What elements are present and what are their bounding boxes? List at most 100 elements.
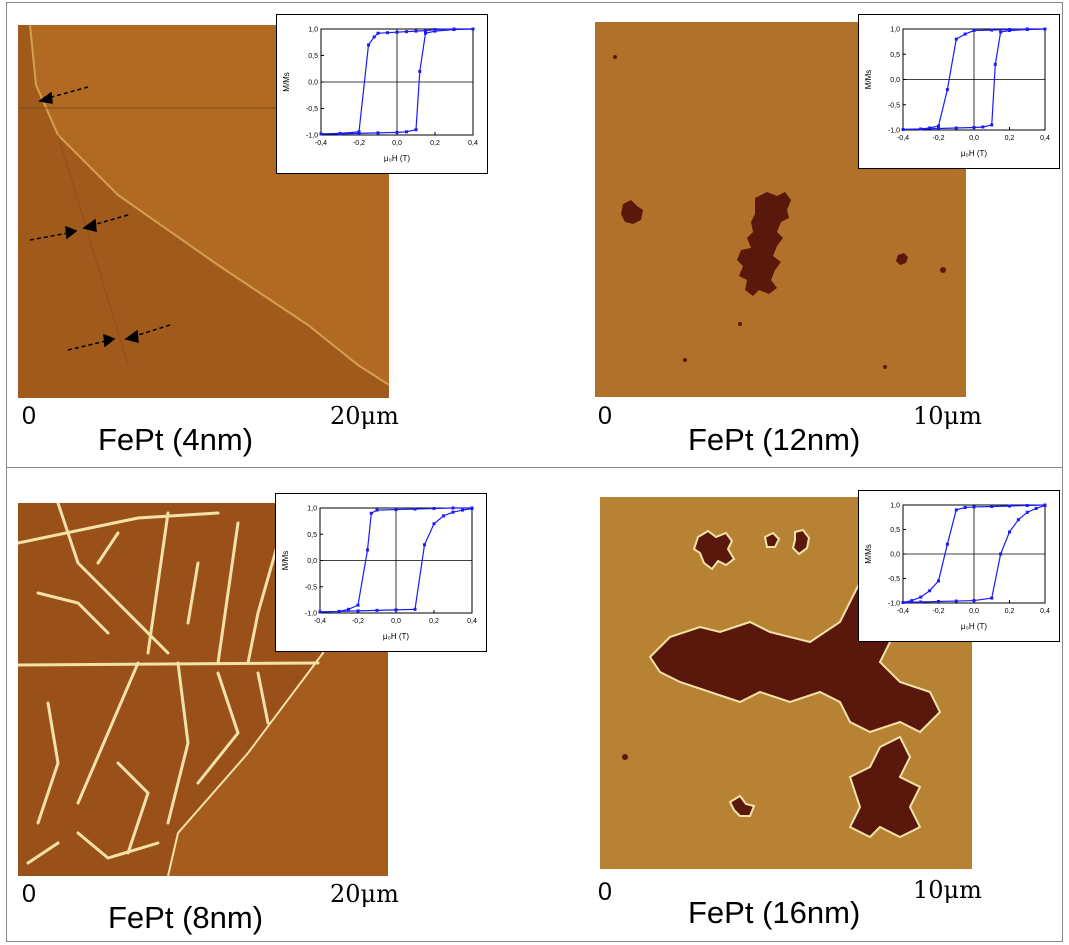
scale-end: 10μm — [913, 402, 982, 430]
loop-point — [993, 62, 997, 66]
loop-point — [375, 608, 379, 612]
y-tick-label: -0,5 — [305, 584, 317, 591]
loop-point — [910, 599, 914, 603]
x-axis-label: μ₀H (T) — [384, 154, 410, 163]
hysteresis-inset-12nm: -0,4 -0,2 0,0 0,2 0,4 1,0 0,5 0,0 -0,5 -1,0 μ₀H (T… — [858, 14, 1060, 169]
loop-point — [1008, 530, 1011, 534]
loop-point — [954, 599, 958, 603]
loop-point — [451, 506, 455, 510]
loop-point — [1016, 518, 1020, 522]
loop-point — [357, 130, 361, 134]
y-tick-label: 0,0 — [307, 558, 317, 565]
loop-point — [405, 130, 408, 134]
x-tick-label: -0,2 — [353, 140, 365, 147]
loop-point — [981, 125, 985, 129]
y-tick-label: 0,5 — [890, 527, 900, 534]
loop-point — [451, 510, 455, 514]
y-tick-label: 0,5 — [308, 53, 318, 60]
loop-point — [319, 132, 323, 136]
y-axis-label: M/Ms — [281, 551, 290, 571]
y-axis-label: M/Ms — [864, 544, 873, 564]
loop-point — [928, 589, 932, 593]
x-axis-label: μ₀H (T) — [383, 632, 409, 641]
loop-point — [433, 28, 437, 32]
loop-point — [376, 131, 380, 135]
loop-point — [418, 69, 422, 73]
y-tick-label: -0,5 — [306, 106, 318, 113]
loop-point — [395, 30, 399, 34]
x-tick-label: 0,0 — [391, 618, 401, 625]
loop-branch-1 — [902, 28, 1046, 131]
loop-point — [424, 31, 427, 35]
y-tick-label: -1,0 — [888, 601, 900, 608]
loop-point — [1025, 503, 1029, 507]
loop-point — [413, 607, 417, 611]
x-tick-label: -0,4 — [314, 618, 326, 625]
loop-point — [1008, 504, 1011, 508]
loop-point — [1025, 28, 1029, 32]
loop-point — [413, 507, 417, 511]
loop-branch-0 — [319, 507, 472, 613]
x-tick-label: 0,2 — [429, 618, 439, 625]
loop-point — [928, 126, 932, 130]
x-tick-label: -0,4 — [897, 135, 909, 142]
x-tick-label: 0,4 — [468, 140, 478, 147]
loop-point — [937, 579, 940, 583]
x-tick-label: -0,2 — [932, 608, 944, 615]
loop-point — [357, 131, 361, 135]
loop-point — [972, 599, 976, 603]
loop-point — [937, 600, 940, 604]
loop-point — [369, 511, 373, 515]
loop-point — [442, 514, 445, 518]
loop-point — [1043, 503, 1047, 507]
panel-title: FePt (16nm) — [688, 895, 861, 930]
loop-point — [337, 609, 341, 613]
loop-point — [990, 123, 994, 127]
loop-point — [999, 30, 1003, 34]
loop-point — [386, 31, 389, 35]
hysteresis-inset-8nm: -0,4 -0,2 0,0 0,2 0,4 1,0 0,5 0,0 -0,5 -1,0 μ₀H (T… — [275, 493, 487, 652]
scale-end: 20μm — [330, 880, 399, 908]
loop-point — [945, 542, 949, 546]
loop-point — [372, 35, 376, 39]
row-divider — [6, 467, 1063, 468]
x-tick-label: 0,4 — [1040, 608, 1050, 615]
loop-point — [972, 505, 976, 509]
y-tick-label: -0,5 — [888, 102, 900, 109]
loop-point — [990, 504, 994, 508]
y-tick-label: 0,0 — [308, 80, 318, 87]
loop-point — [461, 508, 464, 512]
loop-point — [1008, 29, 1011, 33]
scale-start: 0 — [22, 402, 36, 430]
y-tick-label: 1,0 — [890, 503, 900, 510]
loop-point — [954, 37, 958, 41]
loop-point — [919, 595, 923, 599]
loop-point — [945, 88, 949, 92]
x-tick-label: -0,4 — [897, 608, 909, 615]
loop-point — [366, 548, 369, 552]
hysteresis-inset-4nm: -0,4 -0,2 0,0 0,2 0,4 1,0 0,5 0,0 -0,5 -1,0 μ₀H (T… — [276, 14, 488, 174]
loop-point — [963, 32, 967, 36]
loop-branch-1 — [321, 28, 474, 135]
loop-point — [405, 30, 408, 34]
scale-start: 0 — [598, 878, 612, 906]
loop-point — [901, 601, 905, 605]
loop-point — [937, 126, 940, 130]
x-tick-label: 0,0 — [392, 140, 402, 147]
loop-point — [432, 507, 436, 511]
y-tick-label: 1,0 — [890, 27, 900, 34]
y-tick-label: -0,5 — [888, 576, 900, 583]
loop-point — [954, 126, 958, 130]
y-tick-label: 1,0 — [307, 506, 317, 513]
x-tick-label: -0,4 — [315, 140, 327, 147]
loop-point — [990, 596, 994, 600]
loop-point — [1025, 510, 1029, 514]
loop-point — [424, 29, 427, 33]
loop-branch-1 — [319, 507, 473, 613]
loop-point — [394, 508, 398, 512]
loop-point — [394, 608, 398, 612]
x-tick-label: 0,4 — [1040, 135, 1050, 142]
y-tick-label: 0,5 — [890, 52, 900, 59]
domain-wall-arrows — [18, 25, 389, 398]
loop-point — [414, 29, 418, 33]
